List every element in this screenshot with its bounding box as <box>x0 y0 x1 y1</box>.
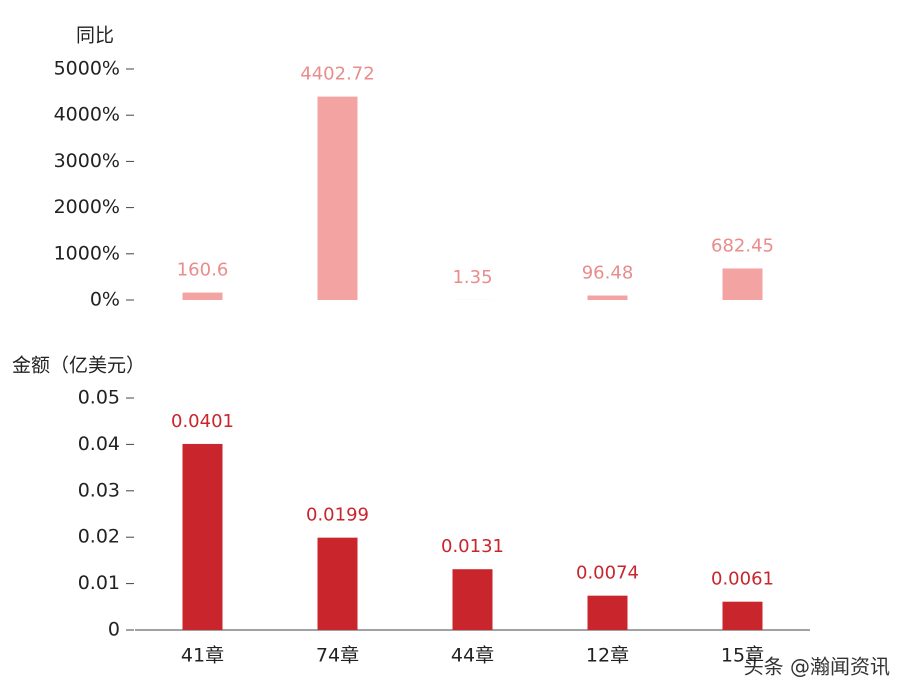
bar <box>722 601 763 630</box>
y-tick-label: 0.05 <box>78 387 120 409</box>
value-label: 96.48 <box>582 263 634 284</box>
y-tick-label: 5000% <box>54 58 120 80</box>
x-tick-label: 74章 <box>316 645 359 667</box>
value-label: 0.0401 <box>171 411 234 432</box>
y-tick-label: 4000% <box>54 104 120 126</box>
y-tick-label: 1000% <box>54 242 120 264</box>
y-axis-label: 金额（亿美元） <box>12 355 145 377</box>
value-label: 0.0199 <box>306 505 369 526</box>
y-tick-label: 0.03 <box>78 479 120 501</box>
y-tick-label: 0.04 <box>78 433 120 455</box>
bar <box>182 292 223 300</box>
bar <box>317 537 358 630</box>
value-label: 682.45 <box>711 235 774 256</box>
bar <box>587 295 628 300</box>
value-label: 160.6 <box>177 260 229 281</box>
value-label: 0.0131 <box>441 536 504 557</box>
y-tick-label: 0 <box>108 619 120 641</box>
value-label: 1.35 <box>452 267 492 288</box>
y-tick-label: 2000% <box>54 196 120 218</box>
x-tick-label: 15章 <box>721 645 764 667</box>
y-tick-label: 0.01 <box>78 572 120 594</box>
bar <box>182 443 223 630</box>
y-axis-label: 同比 <box>76 25 114 47</box>
y-tick-label: 0.02 <box>78 526 120 548</box>
bar <box>587 595 628 630</box>
bar <box>317 96 358 301</box>
x-tick-label: 41章 <box>181 645 224 667</box>
value-label: 4402.72 <box>300 64 374 85</box>
bar <box>452 569 493 630</box>
watermark: 头条 @瀚闻资讯 <box>744 655 890 679</box>
y-tick-label: 3000% <box>54 150 120 172</box>
x-tick-label: 44章 <box>451 645 494 667</box>
value-label: 0.0061 <box>711 569 774 590</box>
value-label: 0.0074 <box>576 563 639 584</box>
bar <box>722 268 763 300</box>
y-tick-label: 0% <box>90 289 120 311</box>
x-tick-label: 12章 <box>586 645 629 667</box>
